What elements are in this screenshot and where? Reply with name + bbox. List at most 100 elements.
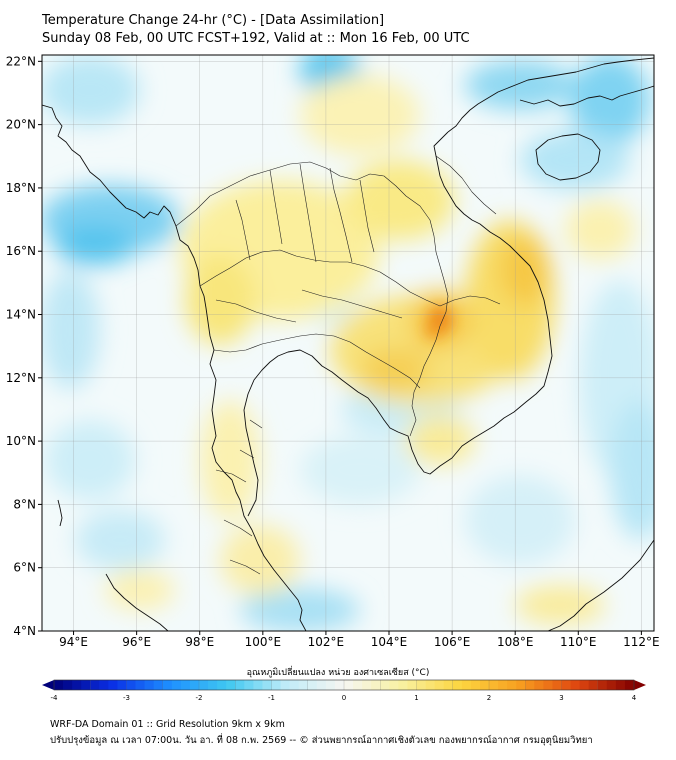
lat-tick-label: 22°N bbox=[6, 54, 36, 68]
colorbar-segment bbox=[334, 680, 345, 690]
lat-tick-label: 4°N bbox=[13, 624, 36, 638]
lat-tick-label: 14°N bbox=[6, 308, 36, 322]
colorbar-segment bbox=[226, 680, 236, 690]
colorbar-segment bbox=[289, 680, 300, 690]
graticule bbox=[42, 55, 654, 631]
colorbar-segment bbox=[235, 680, 245, 690]
colorbar-segment bbox=[262, 680, 272, 690]
colorbar-segment bbox=[389, 680, 399, 690]
colorbar-segment bbox=[298, 680, 309, 690]
lat-tick-label: 20°N bbox=[6, 118, 36, 132]
lat-tick-label: 8°N bbox=[13, 497, 36, 511]
colorbar-segment bbox=[489, 680, 499, 690]
colorbar-segment bbox=[189, 680, 200, 690]
lat-tick-label: 6°N bbox=[13, 561, 36, 575]
colorbar-segment bbox=[99, 680, 109, 690]
coastline-china-south bbox=[519, 85, 654, 107]
colorbar-segment bbox=[470, 680, 481, 690]
colorbar-segment bbox=[126, 680, 136, 690]
colorbar-tick-label: 3 bbox=[559, 694, 563, 702]
footer-model-info: WRF-DA Domain 01 :: Grid Resolution 9km … bbox=[50, 719, 285, 730]
lon-tick-label: 110°E bbox=[560, 635, 597, 649]
colorbar-segment bbox=[253, 680, 263, 690]
colorbar-tick-label: -1 bbox=[268, 694, 275, 702]
colorbar-segment bbox=[561, 680, 571, 690]
colorbar-segment bbox=[407, 680, 417, 690]
colorbar-segment bbox=[208, 680, 218, 690]
coastline-vietnam-north bbox=[447, 57, 654, 133]
field-blobs bbox=[42, 55, 654, 631]
colorbar-segment bbox=[244, 680, 254, 690]
colorbar-segment bbox=[63, 680, 73, 690]
colorbar-segment bbox=[534, 680, 544, 690]
lon-tick-label: 106°E bbox=[434, 635, 471, 649]
colorbar-segment bbox=[353, 680, 363, 690]
footer-update-info: ปรับปรุงข้อมูล ณ เวลา 07:00น. วัน อา. ที… bbox=[50, 735, 593, 746]
colorbar-segment bbox=[217, 680, 227, 690]
lon-tick-label: 96°E bbox=[122, 635, 151, 649]
colorbar-tick-label: 4 bbox=[632, 694, 637, 702]
colorbar-outline bbox=[53, 679, 635, 691]
colorbar-segment bbox=[452, 680, 463, 690]
colorbar-segment bbox=[461, 680, 472, 690]
colorbar-segment bbox=[325, 680, 336, 690]
lon-tick-label: 112°E bbox=[623, 635, 660, 649]
lon-tick-label: 104°E bbox=[371, 635, 408, 649]
colorbar-segment bbox=[516, 680, 526, 690]
colorbar-segment bbox=[171, 680, 182, 690]
colorbar-segment bbox=[479, 680, 490, 690]
colorbar-tick-label: 1 bbox=[414, 694, 418, 702]
lat-tick-label: 18°N bbox=[6, 181, 36, 195]
colorbar-segment bbox=[280, 680, 291, 690]
colorbar-max-arrow bbox=[634, 680, 646, 690]
colorbar-segment bbox=[162, 680, 173, 690]
sumatra-coast bbox=[105, 573, 169, 631]
colorbar-segment bbox=[507, 680, 517, 690]
colorbar-segment bbox=[588, 680, 599, 690]
colorbar-segment bbox=[380, 680, 390, 690]
colorbar-segment bbox=[90, 680, 100, 690]
coastline-gulf-of-thailand bbox=[243, 131, 553, 517]
coastline-mainland bbox=[42, 104, 307, 631]
lat-tick-label: 12°N bbox=[6, 371, 36, 385]
colorbar-segment bbox=[153, 680, 164, 690]
colorbar-tick-label: -4 bbox=[51, 694, 59, 702]
colorbar-tick-label: 0 bbox=[342, 694, 346, 702]
borneo-coast bbox=[547, 539, 654, 631]
colorbar-segment bbox=[606, 680, 617, 690]
colorbar-segment bbox=[416, 680, 426, 690]
colorbar-segment bbox=[615, 680, 626, 690]
colorbar-segment bbox=[552, 680, 562, 690]
colorbar-segment bbox=[434, 680, 445, 690]
coastlines bbox=[42, 57, 654, 631]
colorbar-segment bbox=[443, 680, 454, 690]
latitude-labels: 22°N 20°N 18°N 16°N 14°N 12°N 10°N 8°N 6°N 4°N bbox=[6, 54, 42, 638]
colorbar-segment bbox=[271, 680, 281, 690]
colorbar-segment bbox=[597, 680, 608, 690]
colorbar-segment bbox=[398, 680, 408, 690]
colorbar-segment bbox=[570, 680, 581, 690]
colorbar-segment bbox=[543, 680, 553, 690]
colorbar-segment bbox=[307, 680, 318, 690]
colorbar-tick-label: -2 bbox=[196, 694, 203, 702]
colorbar-segment bbox=[117, 680, 127, 690]
colorbar-segment bbox=[579, 680, 590, 690]
colorbar-segment bbox=[180, 680, 191, 690]
colorbar-tick-label: -3 bbox=[123, 694, 130, 702]
lat-tick-label: 10°N bbox=[6, 434, 36, 448]
colorbar-segment bbox=[144, 680, 155, 690]
borders bbox=[175, 155, 501, 575]
colorbar-segment bbox=[624, 680, 635, 690]
map-title: Temperature Change 24-hr (°C) - [Data As… bbox=[42, 13, 385, 28]
lon-tick-label: 102°E bbox=[308, 635, 345, 649]
colorbar-segment bbox=[72, 680, 82, 690]
field-hotspot bbox=[425, 306, 452, 339]
colorbar-tick-label: 2 bbox=[487, 694, 491, 702]
colorbar-title: อุณหภูมิเปลี่ยนแปลง หน่วย องศาเซลเซียส (… bbox=[246, 668, 430, 678]
colorbar-min-arrow bbox=[42, 680, 54, 690]
colorbar-segment bbox=[108, 680, 118, 690]
map-frame bbox=[41, 54, 655, 632]
colorbar-segment bbox=[371, 680, 381, 690]
colorbar-segment bbox=[81, 680, 91, 690]
